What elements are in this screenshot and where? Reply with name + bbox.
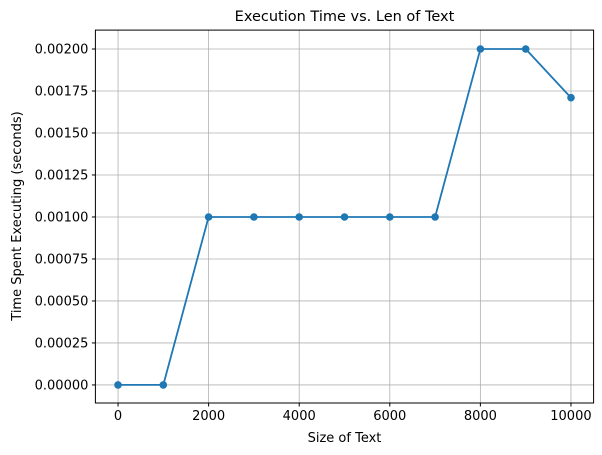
x-tick-label: 4000 [283, 409, 316, 424]
data-point-marker [159, 381, 168, 389]
y-tick-label: 0.00050 [35, 294, 89, 309]
y-tick-label: 0.00175 [35, 84, 89, 99]
y-tick-label: 0.00200 [35, 42, 89, 57]
y-tick-label: 0.00075 [35, 252, 89, 267]
data-point-marker [521, 45, 530, 53]
data-point-marker [476, 45, 485, 53]
y-tick-label: 0.00150 [35, 126, 89, 141]
x-tick-label: 0 [114, 409, 122, 424]
data-point-marker [295, 213, 304, 221]
data-point-marker [431, 213, 439, 221]
y-tick-label: 0.00025 [35, 336, 89, 351]
data-point-marker [204, 213, 213, 221]
data-point-marker [386, 213, 394, 221]
data-point-marker [567, 93, 575, 102]
y-tick-label: 0.00100 [35, 210, 89, 225]
data-point-marker [114, 381, 122, 389]
x-tick-label: 10000 [550, 409, 591, 424]
x-tick-label: 6000 [373, 409, 406, 424]
chart-title: Execution Time vs. Len of Text [234, 9, 455, 25]
y-axis-label: Time Spent Executing (seconds) [10, 111, 25, 321]
y-tick-label: 0.00000 [35, 378, 89, 393]
data-point-marker [250, 213, 258, 221]
x-axis-label: Size of Text [307, 431, 382, 446]
x-tick-label: 8000 [464, 409, 497, 424]
y-tick-label: 0.00125 [35, 168, 89, 183]
data-point-marker [340, 213, 349, 221]
x-tick-label: 2000 [192, 409, 225, 424]
